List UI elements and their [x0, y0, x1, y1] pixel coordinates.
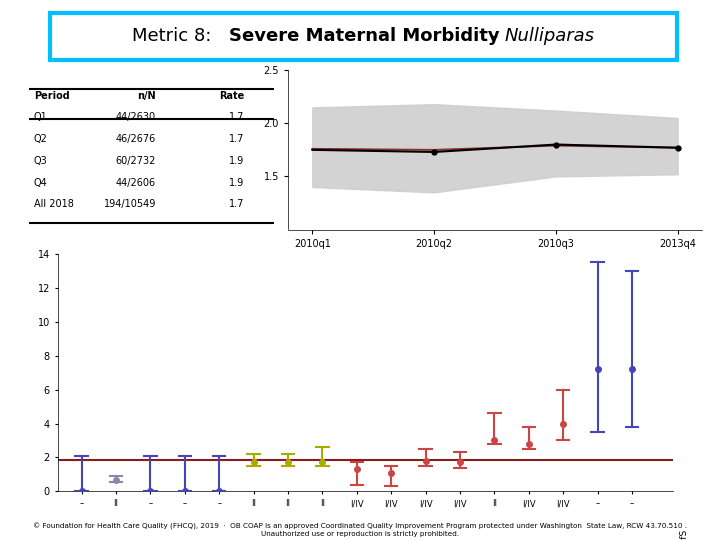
- Text: Q3: Q3: [34, 156, 48, 166]
- Text: © Foundation for Health Care Quality (FHCQ), 2019  ·  OB COAP is an approved Coo: © Foundation for Health Care Quality (FH…: [33, 523, 687, 537]
- Text: n/N: n/N: [138, 91, 156, 100]
- Text: 60/2732: 60/2732: [116, 156, 156, 166]
- Text: MAWfS: MAWfS: [679, 529, 688, 540]
- Text: Metric 8:: Metric 8:: [132, 28, 217, 45]
- Text: -: -: [486, 28, 504, 45]
- Text: 1.9: 1.9: [229, 178, 244, 188]
- Text: Severe Maternal Morbidity: Severe Maternal Morbidity: [229, 28, 500, 45]
- Text: 44/2630: 44/2630: [116, 112, 156, 123]
- Text: 194/10549: 194/10549: [104, 199, 156, 210]
- FancyBboxPatch shape: [50, 13, 677, 60]
- Text: All 2018: All 2018: [34, 199, 73, 210]
- Text: Rate: Rate: [219, 91, 244, 100]
- Text: Nulliparas: Nulliparas: [505, 28, 595, 45]
- Text: 1.7: 1.7: [229, 112, 244, 123]
- Text: 46/2676: 46/2676: [116, 134, 156, 144]
- Text: 1.9: 1.9: [229, 156, 244, 166]
- Text: 1.7: 1.7: [229, 134, 244, 144]
- Text: Q1: Q1: [34, 112, 48, 123]
- Text: Period: Period: [34, 91, 69, 100]
- Text: 1.7: 1.7: [229, 199, 244, 210]
- Text: Q2: Q2: [34, 134, 48, 144]
- Text: 44/2606: 44/2606: [116, 178, 156, 188]
- Text: Q4: Q4: [34, 178, 48, 188]
